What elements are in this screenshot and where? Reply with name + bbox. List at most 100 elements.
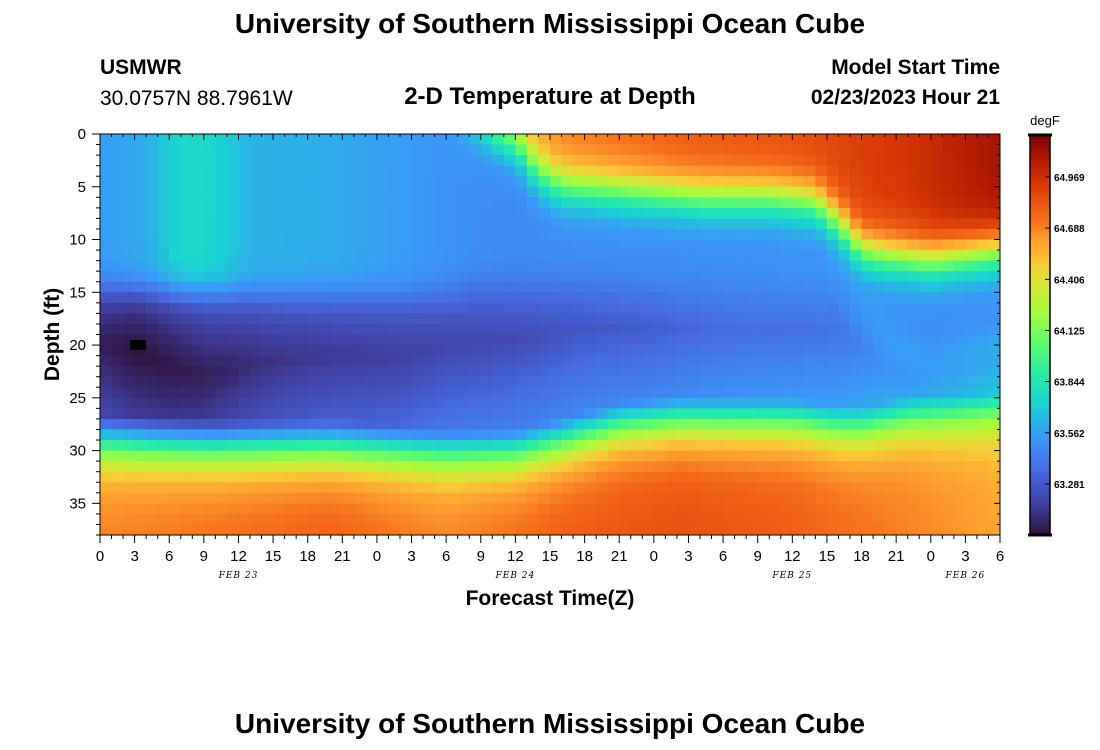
heatmap-cell [953, 503, 966, 515]
heatmap-cell [711, 387, 724, 399]
heatmap-cell [411, 250, 424, 262]
heatmap-cell [826, 155, 839, 167]
heatmap-cell [342, 228, 355, 240]
heatmap-cell [365, 366, 378, 378]
heatmap-cell [319, 134, 332, 145]
heatmap-cell [111, 355, 124, 367]
heatmap-cell [134, 482, 147, 494]
heatmap-cell [723, 482, 736, 494]
heatmap-cell [711, 397, 724, 409]
heatmap-cell [423, 345, 436, 356]
heatmap-cell [688, 176, 701, 188]
heatmap-cell [342, 197, 355, 209]
heatmap-cell [376, 429, 389, 441]
heatmap-cell [930, 366, 943, 378]
colorbar-segment [1030, 491, 1050, 496]
heatmap-cell [330, 144, 343, 156]
heatmap-cell [907, 524, 920, 536]
heatmap-cell [965, 155, 978, 167]
heatmap-cell [873, 292, 886, 304]
heatmap-cell [492, 218, 505, 230]
heatmap-cell [238, 387, 251, 399]
heatmap-cell [746, 397, 759, 409]
heatmap-cell [965, 482, 978, 494]
heatmap-cell [619, 334, 632, 346]
heatmap-cell [353, 144, 366, 156]
colorbar-segment [1030, 415, 1050, 420]
heatmap-cell [284, 228, 297, 240]
heatmap-cell [965, 345, 978, 356]
heatmap-cell [826, 218, 839, 230]
heatmap-cell [538, 387, 551, 399]
heatmap-cell [273, 492, 286, 504]
heatmap-cell [700, 271, 712, 283]
heatmap-cell [342, 524, 355, 536]
heatmap-cell [100, 144, 112, 156]
heatmap-cell [376, 197, 389, 209]
heatmap-cell [630, 461, 643, 473]
heatmap-cell [919, 397, 932, 409]
heatmap-cell [884, 207, 897, 219]
heatmap-cell [861, 376, 874, 388]
heatmap-cell [688, 313, 701, 325]
x-tick-label: 0 [96, 548, 104, 565]
heatmap-cell [930, 397, 943, 409]
heatmap-cell [550, 302, 562, 314]
heatmap-cell [976, 313, 989, 325]
heatmap-cell [515, 429, 528, 441]
heatmap-cell [988, 155, 1001, 167]
heatmap-cell [307, 345, 320, 356]
heatmap-cell [446, 313, 459, 325]
heatmap-cell [573, 482, 586, 494]
heatmap-cell [134, 302, 147, 314]
colorbar-segment [1030, 399, 1050, 404]
heatmap-cell [734, 355, 747, 367]
colorbar-segment [1030, 295, 1050, 300]
heatmap-cell [157, 492, 170, 504]
heatmap-cell [676, 176, 689, 188]
heatmap-cell [711, 239, 724, 251]
colorbar-segment [1030, 479, 1050, 484]
colorbar-tick-label: 64.688 [1054, 224, 1085, 235]
heatmap-cell [607, 440, 620, 451]
heatmap-cell [919, 144, 932, 156]
heatmap-cell [365, 450, 378, 462]
heatmap-cell [942, 313, 955, 325]
heatmap-cell [607, 292, 620, 304]
heatmap-cell [757, 376, 770, 388]
heatmap-cell [376, 134, 389, 145]
heatmap-cell [873, 197, 886, 209]
heatmap-cell [965, 134, 978, 145]
heatmap-cell [734, 176, 747, 188]
heatmap-cell [873, 239, 886, 251]
heatmap-cell [261, 176, 274, 188]
heatmap-cell [780, 345, 793, 356]
heatmap-cell [965, 355, 978, 367]
heatmap-cell [861, 334, 874, 346]
heatmap-cell [769, 450, 782, 462]
heatmap-cell [353, 239, 366, 251]
heatmap-cell [596, 503, 609, 515]
heatmap-cell [100, 524, 112, 536]
heatmap-cell [976, 482, 989, 494]
heatmap-cell [873, 228, 886, 240]
heatmap-cell [988, 376, 1001, 388]
heatmap-cell [815, 323, 828, 335]
heatmap-cell [284, 186, 297, 198]
heatmap-cell [411, 513, 424, 525]
heatmap-cell [780, 513, 793, 525]
heatmap-cell [192, 176, 205, 188]
heatmap-cell [111, 134, 124, 145]
heatmap-cell [284, 239, 297, 251]
heatmap-cell [446, 492, 459, 504]
colorbar-segment [1030, 423, 1050, 428]
heatmap-cell [215, 165, 228, 177]
heatmap-cell [515, 334, 528, 346]
heatmap-cell [353, 524, 366, 536]
x-tick-label: 3 [684, 548, 692, 565]
heatmap-cell [665, 228, 678, 240]
heatmap-cell [550, 313, 562, 325]
heatmap-cell [965, 513, 978, 525]
heatmap-cell [400, 218, 412, 230]
heatmap-cell [123, 376, 136, 388]
